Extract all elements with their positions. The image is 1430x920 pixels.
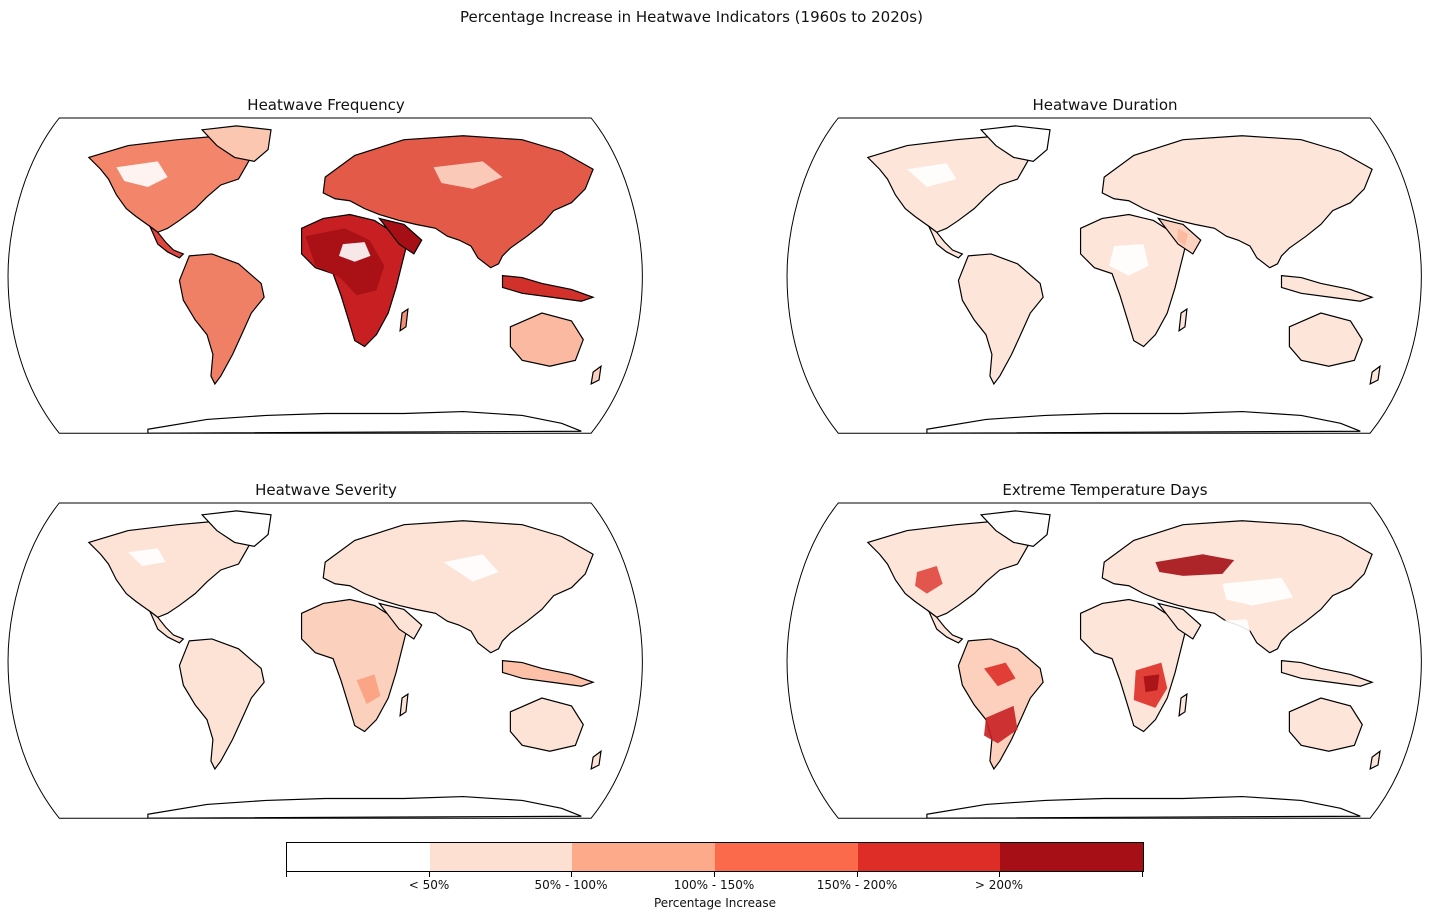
land-europeAsia bbox=[322, 135, 594, 269]
panel-title: Heatwave Severity bbox=[255, 481, 397, 499]
value-patch bbox=[1109, 244, 1149, 276]
colorbar-segment bbox=[1000, 843, 1144, 871]
land-africa bbox=[300, 598, 407, 733]
land-southAmerica bbox=[178, 638, 265, 771]
land-arabia bbox=[377, 602, 423, 640]
land-africa bbox=[1079, 213, 1186, 348]
colorbar-title: Percentage Increase bbox=[653, 896, 777, 910]
land-centralAmerica bbox=[148, 609, 185, 644]
land-madagascar bbox=[1178, 307, 1188, 332]
land-newZealand bbox=[1369, 749, 1381, 770]
land-europeAsia bbox=[322, 520, 594, 654]
world-map-frequency bbox=[7, 117, 643, 434]
land-centralAmerica bbox=[148, 224, 185, 259]
colorbar-segment bbox=[715, 843, 858, 871]
land-newZealand bbox=[590, 364, 602, 385]
value-patch bbox=[1143, 674, 1160, 693]
value-patch bbox=[915, 566, 943, 594]
value-patch bbox=[433, 161, 503, 189]
map-outline bbox=[786, 117, 1422, 434]
colorbar-label: 50% - 100% bbox=[534, 878, 608, 892]
land-arabia bbox=[1156, 602, 1202, 640]
land-indonesia bbox=[501, 274, 595, 302]
land-southAmerica bbox=[178, 253, 265, 386]
land-africa bbox=[1079, 598, 1186, 733]
land-southAmerica bbox=[957, 253, 1044, 386]
land-madagascar bbox=[399, 307, 409, 332]
land-centralAmerica bbox=[927, 224, 964, 259]
colorbar-bar bbox=[286, 842, 1144, 872]
land-madagascar bbox=[399, 692, 409, 717]
value-patch bbox=[356, 674, 381, 704]
colorbar-label: > 200% bbox=[974, 878, 1024, 892]
map-outline bbox=[7, 117, 643, 434]
land-greenland bbox=[979, 125, 1051, 162]
land-antarctica bbox=[147, 410, 582, 434]
value-patch bbox=[984, 705, 1018, 744]
land-australia bbox=[1288, 312, 1363, 367]
world-map-duration bbox=[786, 117, 1422, 434]
map-outline bbox=[7, 502, 643, 819]
colorbar-label: 150% - 200% bbox=[816, 878, 898, 892]
value-patch bbox=[1212, 619, 1252, 649]
colorbar-segment bbox=[857, 843, 1001, 871]
colorbar: < 50% 50% - 100% 100% - 150% 150% - 200%… bbox=[286, 842, 1144, 912]
land-greenland bbox=[200, 510, 272, 547]
world-map-severity bbox=[7, 502, 643, 819]
panel-extreme-temperature-days: Extreme Temperature Days bbox=[785, 481, 1425, 826]
land-antarctica bbox=[147, 795, 582, 819]
value-patch bbox=[338, 242, 371, 262]
value-patch bbox=[128, 548, 166, 567]
panel-heatwave-frequency: Heatwave Frequency bbox=[6, 96, 646, 441]
land-antarctica bbox=[926, 410, 1361, 434]
value-patch bbox=[1177, 228, 1188, 247]
colorbar-label: < 50% bbox=[408, 878, 450, 892]
land-madagascar bbox=[1178, 692, 1188, 717]
land-newZealand bbox=[590, 749, 602, 770]
land-australia bbox=[1288, 697, 1363, 752]
land-australia bbox=[509, 697, 584, 752]
land-indonesia bbox=[1280, 659, 1374, 687]
value-patch bbox=[1155, 554, 1235, 576]
colorbar-segment bbox=[287, 843, 430, 871]
panel-heatwave-duration: Heatwave Duration bbox=[785, 96, 1425, 441]
panel-title: Heatwave Frequency bbox=[247, 96, 405, 114]
panel-heatwave-severity: Heatwave Severity bbox=[6, 481, 646, 826]
value-patch bbox=[984, 662, 1016, 687]
panel-title: Extreme Temperature Days bbox=[1002, 481, 1208, 499]
map-outline bbox=[786, 502, 1422, 819]
land-newZealand bbox=[1369, 364, 1381, 385]
figure-title: Percentage Increase in Heatwave Indicato… bbox=[460, 8, 923, 26]
land-indonesia bbox=[501, 659, 595, 687]
land-southAmerica bbox=[957, 638, 1044, 771]
world-map-extreme-days bbox=[786, 502, 1422, 819]
land-europeAsia bbox=[1101, 135, 1373, 269]
value-patch bbox=[1222, 577, 1294, 606]
land-indonesia bbox=[1280, 274, 1374, 302]
land-greenland bbox=[200, 125, 272, 162]
panel-title: Heatwave Duration bbox=[1032, 96, 1178, 114]
land-australia bbox=[509, 312, 584, 367]
colorbar-segment bbox=[429, 843, 573, 871]
value-patch bbox=[443, 554, 499, 582]
land-centralAmerica bbox=[927, 609, 964, 644]
value-patch bbox=[116, 161, 168, 187]
land-arabia bbox=[377, 217, 423, 255]
colorbar-segment bbox=[572, 843, 716, 871]
land-greenland bbox=[979, 510, 1051, 547]
land-antarctica bbox=[926, 795, 1361, 819]
colorbar-label: 100% - 150% bbox=[673, 878, 755, 892]
value-patch bbox=[907, 163, 957, 187]
